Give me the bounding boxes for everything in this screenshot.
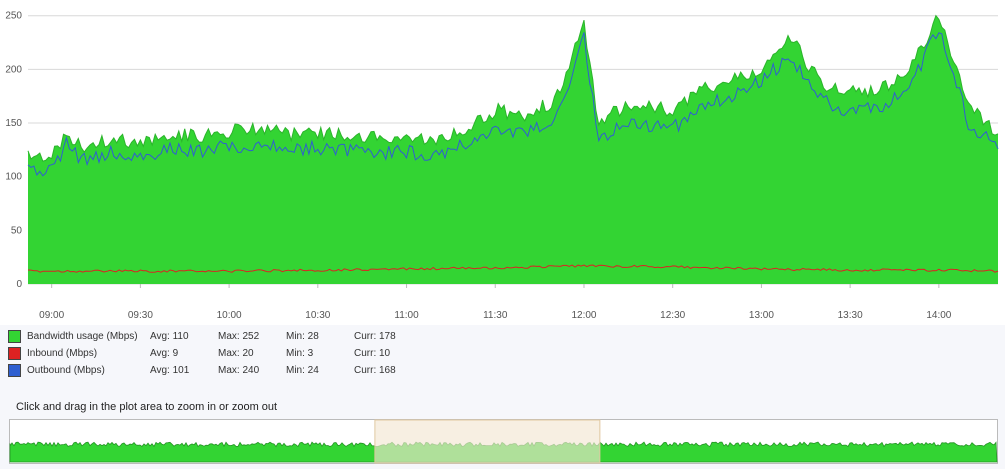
- x-tick-label: 10:00: [217, 310, 242, 321]
- outbound-swatch: [8, 364, 21, 377]
- bandwidth-line: [27, 14, 999, 162]
- legend-curr-inbound: Curr: 10: [354, 348, 391, 359]
- legend-label-inbound: Inbound (Mbps): [27, 348, 98, 359]
- x-tick-label: 10:30: [305, 310, 330, 321]
- x-tick-label: 14:00: [926, 310, 951, 321]
- y-tick-label: 250: [5, 11, 22, 22]
- legend-avg-bandwidth: Avg: 110: [150, 331, 189, 342]
- legend-min-inbound: Min: 3: [286, 348, 314, 359]
- legend-label-bandwidth: Bandwidth usage (Mbps): [27, 331, 138, 342]
- x-tick-label: 11:00: [394, 310, 419, 321]
- y-tick-label: 200: [5, 64, 22, 75]
- bandwidth-chart[interactable]: 0 50 100 150 200 250 09:00 09:30 10:00 10:30 11:0…: [0, 0, 1005, 325]
- legend-max-bandwidth: Max: 252: [218, 331, 260, 342]
- y-tick-label: 0: [16, 279, 22, 290]
- x-tick-label: 11:30: [483, 310, 508, 321]
- legend-label-outbound: Outbound (Mbps): [27, 365, 105, 376]
- y-tick-label: 150: [5, 118, 22, 129]
- x-tick-label: 09:00: [39, 310, 64, 321]
- series-layer: [27, 14, 999, 284]
- overview-series: [9, 419, 998, 464]
- legend-min-outbound: Min: 24: [286, 365, 319, 376]
- x-tick-label: 09:30: [128, 310, 153, 321]
- inbound-line: [27, 264, 999, 273]
- legend-max-outbound: Max: 240: [218, 365, 260, 376]
- x-axis-ticks: 09:00 09:30 10:00 10:30 11:00 11:30 12:00 12:30…: [39, 284, 952, 321]
- legend-curr-bandwidth: Curr: 178: [354, 331, 396, 342]
- y-tick-label: 100: [5, 172, 22, 183]
- bandwidth-swatch: [8, 330, 21, 343]
- legend-avg-outbound: Avg: 101: [150, 365, 190, 376]
- x-tick-label: 12:00: [571, 310, 596, 321]
- legend-avg-inbound: Avg: 9: [150, 348, 179, 359]
- legend-max-inbound: Max: 20: [218, 348, 254, 359]
- zoom-hint: Click and drag in the plot area to zoom …: [16, 401, 278, 413]
- y-axis-ticks: 0 50 100 150 200 250: [5, 11, 22, 290]
- x-tick-label: 13:30: [838, 310, 863, 321]
- legend-min-bandwidth: Min: 28: [286, 331, 319, 342]
- legend-curr-outbound: Curr: 168: [354, 365, 396, 376]
- x-tick-label: 13:00: [749, 310, 774, 321]
- bandwidth-area: [28, 15, 998, 284]
- x-tick-label: 12:30: [660, 310, 685, 321]
- overview-navigator[interactable]: [9, 419, 998, 464]
- inbound-swatch: [8, 347, 21, 360]
- overview-selection[interactable]: [374, 419, 601, 464]
- y-tick-label: 50: [11, 225, 23, 236]
- outbound-line: [27, 32, 999, 177]
